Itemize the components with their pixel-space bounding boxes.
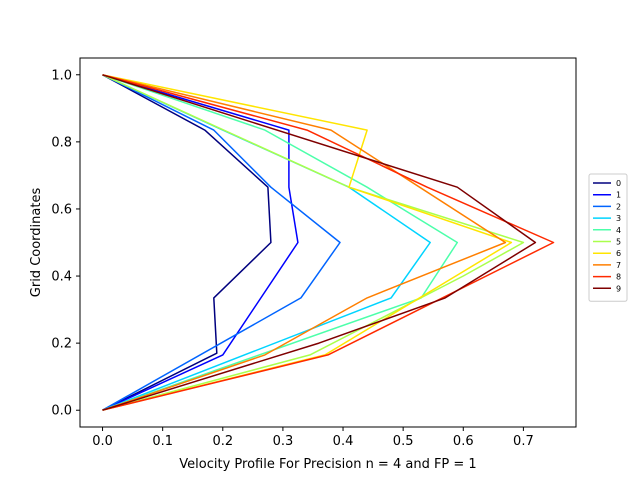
x-tick-label: 0.3 — [273, 434, 294, 449]
plot-lines — [102, 74, 555, 411]
series-line-2 — [102, 74, 341, 411]
y-tick-label: 0.4 — [51, 270, 72, 285]
series-line-0 — [102, 74, 272, 411]
series-line-5 — [102, 74, 525, 411]
series-line-8 — [102, 74, 555, 411]
legend: 0 1 2 3 4 5 6 7 8 9 — [588, 173, 628, 302]
x-tick-label: 0.4 — [333, 434, 354, 449]
legend-label-1: 1 — [616, 191, 621, 200]
y-tick-label: 0.0 — [51, 404, 72, 419]
legend-label-5: 5 — [616, 238, 621, 247]
legend-label-4: 4 — [616, 226, 621, 235]
legend-box — [588, 173, 628, 302]
x-tick-label: 0.2 — [212, 434, 233, 449]
legend-label-2: 2 — [616, 202, 621, 211]
legend-label-0: 0 — [616, 179, 621, 188]
legend-label-9: 9 — [616, 284, 621, 293]
x-tick-label: 0.5 — [393, 434, 414, 449]
x-axis-label: Velocity Profile For Precision n = 4 and… — [179, 457, 476, 472]
legend-label-8: 8 — [616, 273, 621, 282]
x-axis: 0.0 0.1 0.2 0.3 0.4 0.5 0.6 0.7 — [92, 427, 534, 449]
y-tick-label: 0.8 — [51, 135, 72, 150]
x-tick-label: 0.1 — [152, 434, 173, 449]
y-axis: 0.0 0.2 0.4 0.6 0.8 1.0 — [51, 68, 80, 419]
legend-label-6: 6 — [616, 249, 621, 258]
y-tick-label: 0.6 — [51, 202, 72, 217]
x-tick-label: 0.7 — [513, 434, 534, 449]
x-tick-label: 0.6 — [453, 434, 474, 449]
series-line-7 — [102, 74, 507, 411]
y-axis-label: Grid Coordinates — [29, 188, 44, 298]
legend-label-3: 3 — [616, 214, 621, 223]
series-line-1 — [102, 74, 299, 411]
series-line-4 — [102, 74, 459, 411]
series-line-9 — [102, 74, 537, 411]
x-tick-label: 0.0 — [92, 434, 113, 449]
plot-frame — [79, 57, 577, 428]
y-tick-label: 1.0 — [51, 68, 72, 83]
legend-label-7: 7 — [616, 261, 621, 270]
y-tick-label: 0.2 — [51, 337, 72, 352]
